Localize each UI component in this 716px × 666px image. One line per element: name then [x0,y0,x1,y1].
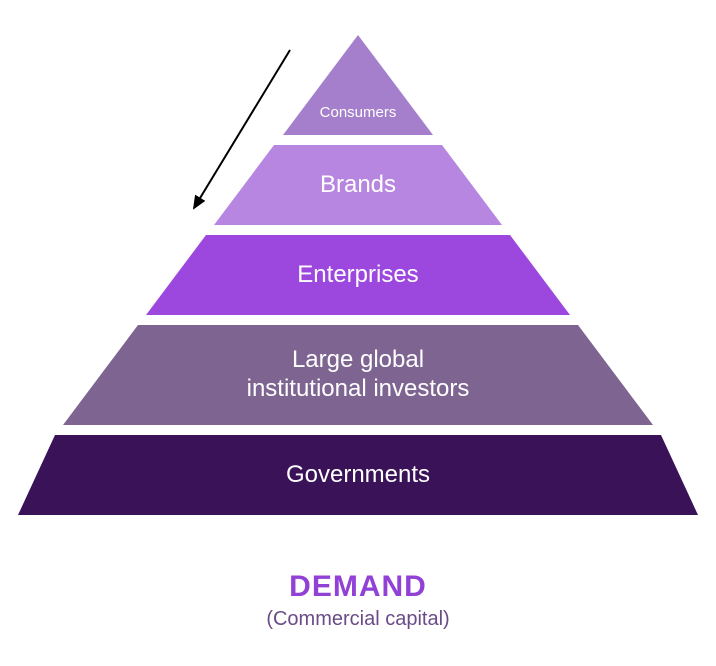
caption-subtitle: (Commercial capital) [0,608,716,631]
pyramid-level-label: Consumers [320,104,397,122]
pyramid-level-governments: Governments [18,435,698,515]
pyramid-level-brands: Brands [214,145,502,225]
pyramid-level-enterprises: Enterprises [146,235,570,315]
pyramid-level-label: Large global institutional investors [247,346,470,404]
pyramid-level-consumers: Consumers [283,35,433,135]
pyramid-level-label: Enterprises [297,261,418,290]
pyramid-level-institutional-investors: Large global institutional investors [63,325,653,425]
caption-block: DEMAND (Commercial capital) [0,570,716,631]
pyramid-container: Consumers Brands Enterprises Large globa… [0,0,716,520]
pyramid-level-label: Brands [320,171,396,200]
caption-title: DEMAND [0,570,716,604]
pyramid-level-label: Governments [286,461,430,490]
